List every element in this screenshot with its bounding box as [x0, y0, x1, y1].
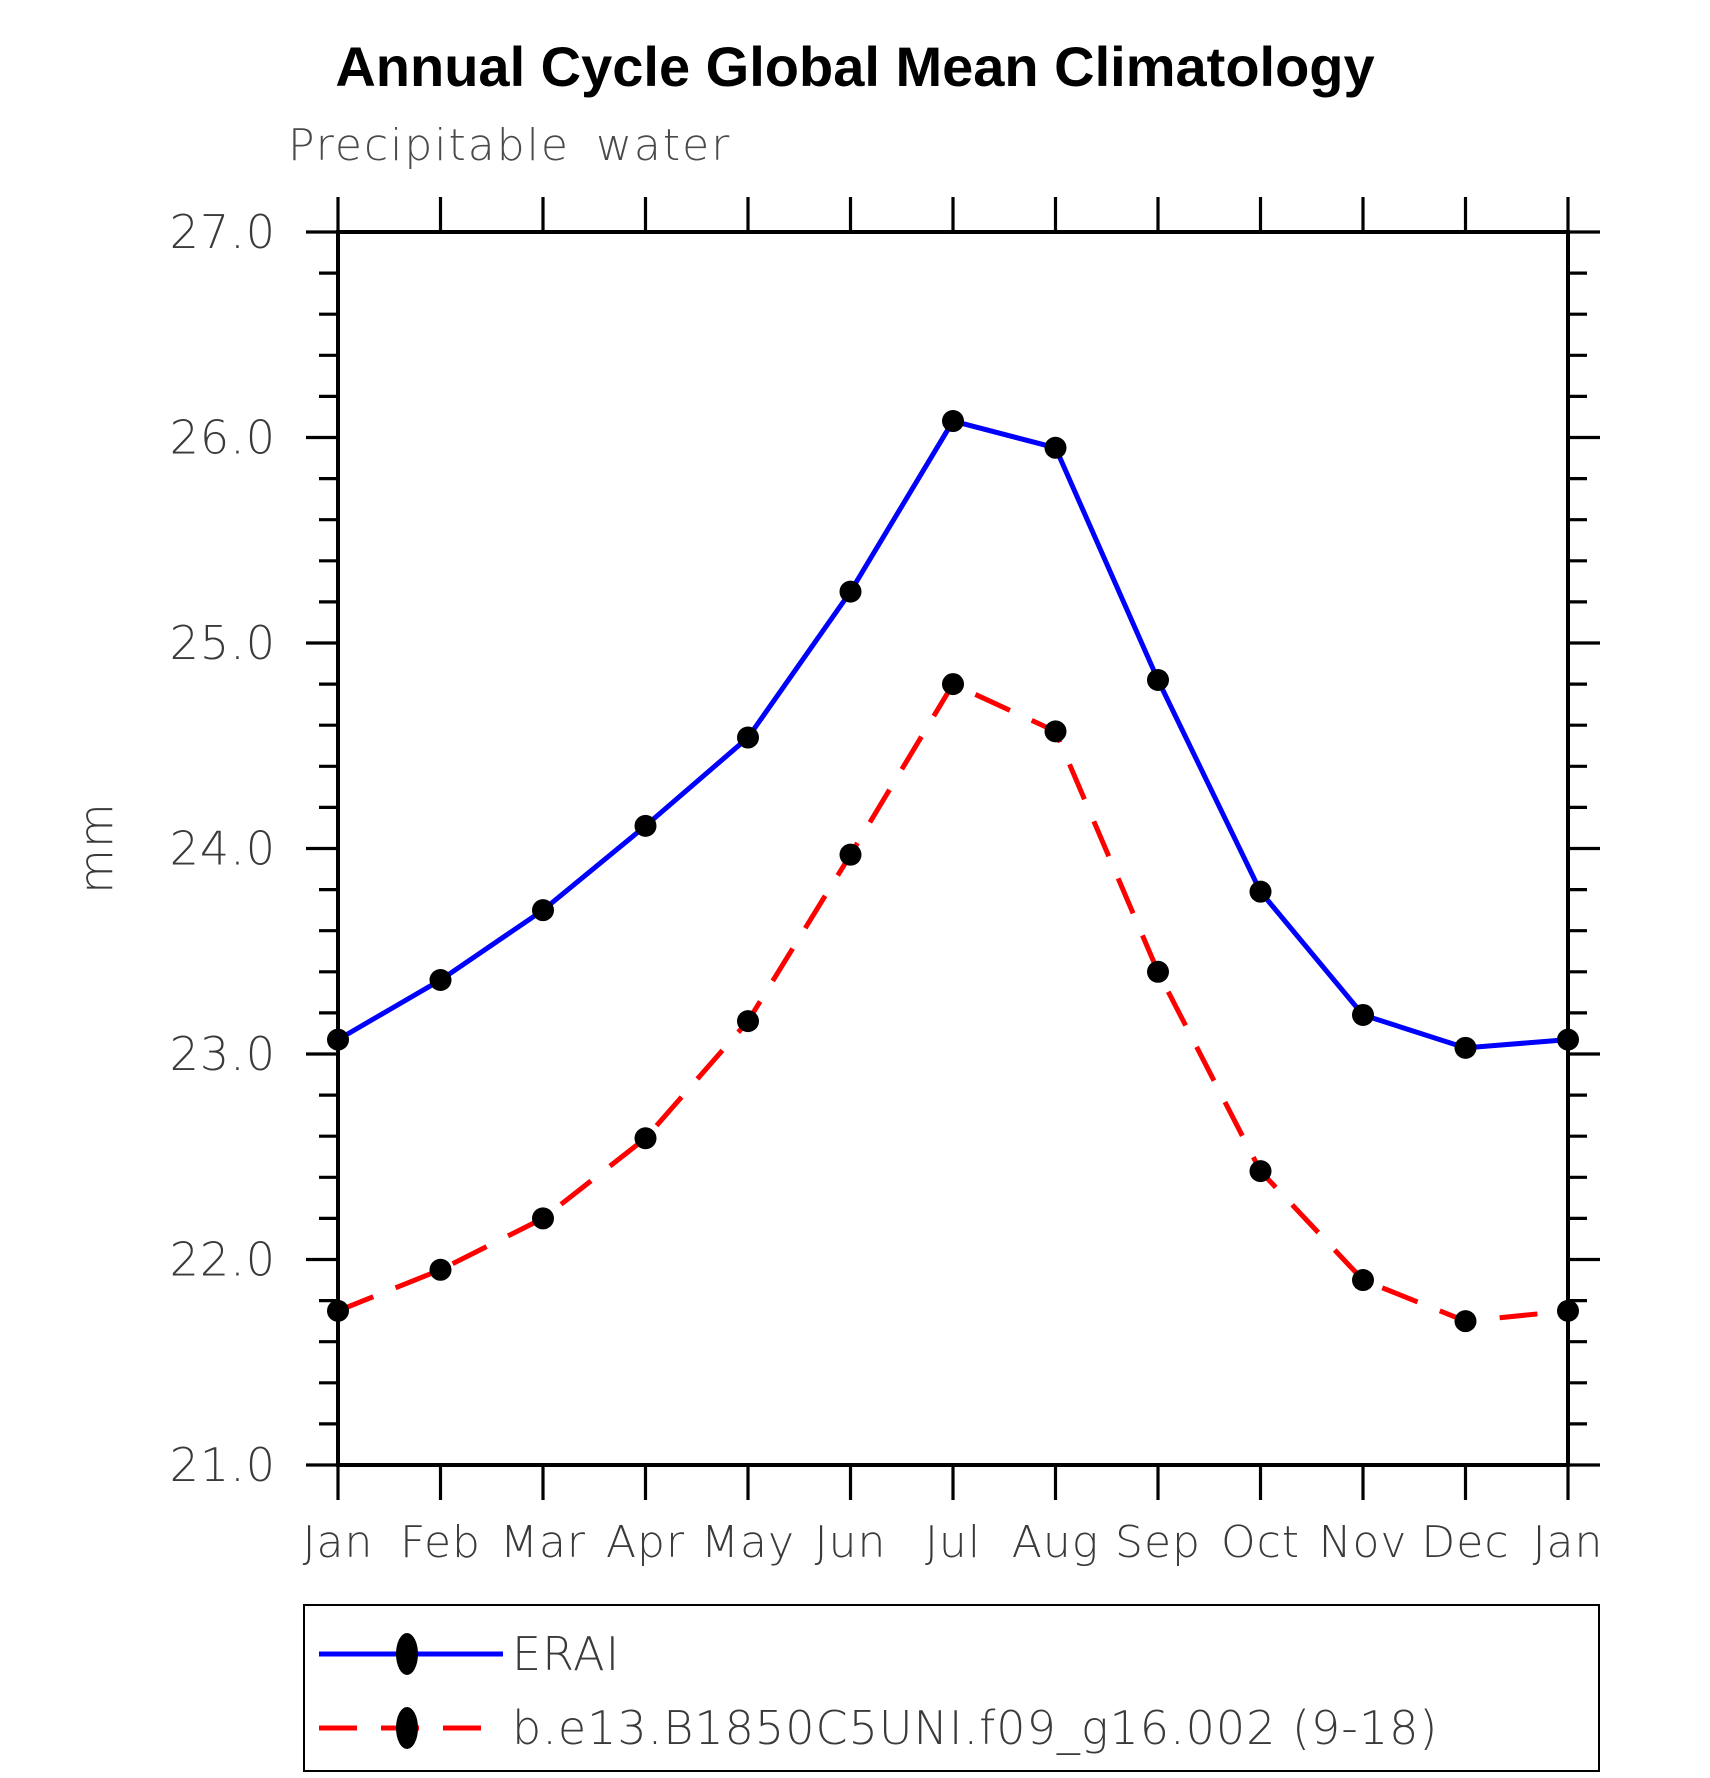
x-axis-tick-label: Jan [303, 1517, 374, 1568]
erai-data-point-marker [1557, 1028, 1579, 1051]
y-axis-tick-label: 24.0 [170, 822, 276, 876]
erai-data-point-marker [1044, 436, 1067, 459]
model-data-point-marker [634, 1127, 657, 1150]
x-axis-tick-label: Jan [1533, 1517, 1604, 1568]
plot-frame [336, 230, 1570, 1467]
x-axis-tick-label: Nov [1319, 1517, 1408, 1568]
erai-data-point-marker [634, 814, 657, 837]
model-data-point-marker [1557, 1299, 1579, 1322]
legend-label-model: b.e13.B1850C5UNI.f09_g16.002 (9-18) [512, 1701, 1439, 1755]
erai-data-point-marker [737, 726, 759, 749]
model-data-point-marker [942, 673, 964, 696]
model-legend-swatch [319, 1707, 503, 1749]
model-data-point-marker [1352, 1269, 1374, 1292]
erai-data-point-marker [1249, 880, 1272, 903]
erai-legend-swatch [319, 1633, 503, 1675]
y-axis-tick-label: 22.0 [170, 1233, 276, 1287]
erai-data-point-marker [1147, 668, 1169, 691]
erai-data-point-marker [429, 969, 452, 992]
legend-marker-sample [396, 1707, 418, 1749]
model-data-point-marker [327, 1299, 349, 1322]
y-axis-tick-label: 26.0 [170, 411, 276, 465]
x-axis-tick-label: Jul [925, 1517, 981, 1568]
y-axis-tick-label: 25.0 [170, 616, 276, 670]
y-axis-tick-label: 21.0 [170, 1438, 276, 1492]
erai-data-point-marker [1454, 1036, 1477, 1059]
model-line [337, 680, 1569, 1324]
x-axis-tick-label: Oct [1221, 1517, 1300, 1568]
model-data-point-marker [532, 1207, 554, 1230]
y-axis-tick-label: 23.0 [170, 1027, 276, 1081]
erai-data-point-marker [532, 899, 554, 922]
x-axis-tick-label: Sep [1115, 1517, 1201, 1568]
x-axis-tick-label: Jun [815, 1517, 887, 1568]
model-data-point-marker [1454, 1310, 1477, 1333]
legend-marker-sample [396, 1633, 418, 1675]
erai-data-point-marker [942, 410, 964, 433]
model-data-point-marker [1249, 1160, 1272, 1183]
model-data-point-marker [429, 1258, 452, 1281]
x-axis-tick-label: Feb [400, 1517, 481, 1568]
chart-subtitle: Precipitable water [288, 120, 732, 171]
x-axis-tick-label: Mar [500, 1517, 586, 1568]
x-axis-tick-label: Apr [606, 1517, 685, 1568]
y-axis-title: mm [69, 802, 123, 894]
legend-box: ERAI b.e13.B1850C5UNI.f09_g16.002 (9-18) [303, 1604, 1600, 1772]
model-data-point-marker [839, 843, 862, 866]
model-data-point-marker [1044, 720, 1067, 743]
x-axis-tick-label: Aug [1012, 1517, 1099, 1568]
erai-data-point-marker [327, 1028, 349, 1051]
erai-data-point-marker [839, 580, 862, 603]
erai-data-point-marker [1352, 1003, 1374, 1026]
chart-title: Annual Cycle Global Mean Climatology [335, 35, 1375, 98]
model-data-point-marker [1147, 960, 1169, 983]
y-axis-tick-label: 27.0 [170, 205, 276, 259]
legend-entry-erai: ERAI [315, 1626, 620, 1682]
erai-line [336, 418, 1569, 1051]
model-data-point-marker [737, 1010, 759, 1033]
legend-label-erai: ERAI [512, 1627, 621, 1681]
legend-entry-model: b.e13.B1850C5UNI.f09_g16.002 (9-18) [315, 1700, 1438, 1756]
x-axis-tick-label: Dec [1421, 1517, 1509, 1568]
x-axis-tick-label: May [701, 1517, 795, 1568]
